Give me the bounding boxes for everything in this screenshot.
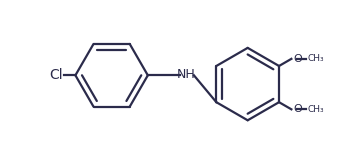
Text: Cl: Cl <box>50 68 63 82</box>
Text: CH₃: CH₃ <box>307 54 324 63</box>
Text: CH₃: CH₃ <box>307 105 324 114</box>
Text: NH: NH <box>177 68 195 81</box>
Text: O: O <box>293 54 302 64</box>
Text: O: O <box>293 104 302 114</box>
